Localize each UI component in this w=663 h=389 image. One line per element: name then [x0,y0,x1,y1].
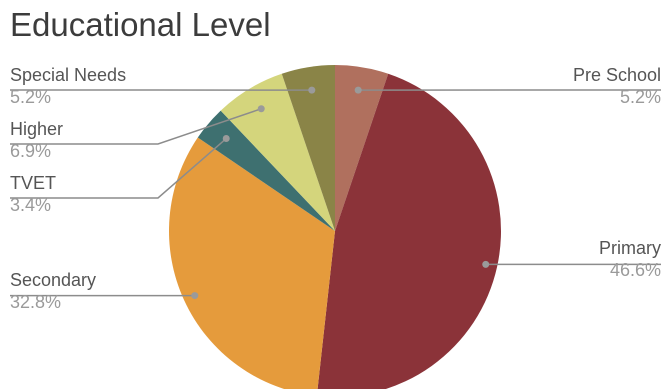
label-pre-school: Pre School 5.2% [573,64,661,108]
pie-slice-pre-school [335,65,389,231]
leader-line-tvet [10,137,227,199]
leader-dot-pre-school [354,86,362,94]
label-secondary: Secondary 32.8% [10,269,96,313]
label-tvet-name: TVET [10,173,57,193]
label-special-needs: Special Needs 5.2% [10,64,126,108]
leader-dot-primary [482,260,490,268]
label-tvet-value: 3.4% [10,195,52,215]
leader-dot-secondary [191,292,199,300]
label-pre-school-name: Pre School [572,65,661,85]
label-higher-value: 6.9% [10,141,52,161]
leader-dot-tvet [222,135,230,143]
label-primary-value: 46.6% [609,260,661,280]
pie-slice-primary [317,73,501,389]
label-special-needs-name: Special Needs [10,65,127,85]
label-primary-name: Primary [599,238,661,258]
leader-dot-special-needs [308,86,316,94]
label-tvet: TVET 3.4% [10,172,56,216]
pie-slice-tvet [197,110,335,231]
label-primary: Primary 46.6% [599,237,661,281]
label-pre-school-value: 5.2% [619,87,661,107]
pie-slice-special-needs [281,65,335,231]
leader-dot-higher [257,105,265,113]
leader-line-higher [10,108,262,145]
label-special-needs-value: 5.2% [10,87,52,107]
pie-slice-secondary [169,137,335,389]
label-secondary-value: 32.8% [10,292,62,312]
label-higher: Higher 6.9% [10,118,63,162]
label-higher-name: Higher [10,119,64,139]
chart-title: Educational Level [10,6,271,43]
label-secondary-name: Secondary [10,270,97,290]
